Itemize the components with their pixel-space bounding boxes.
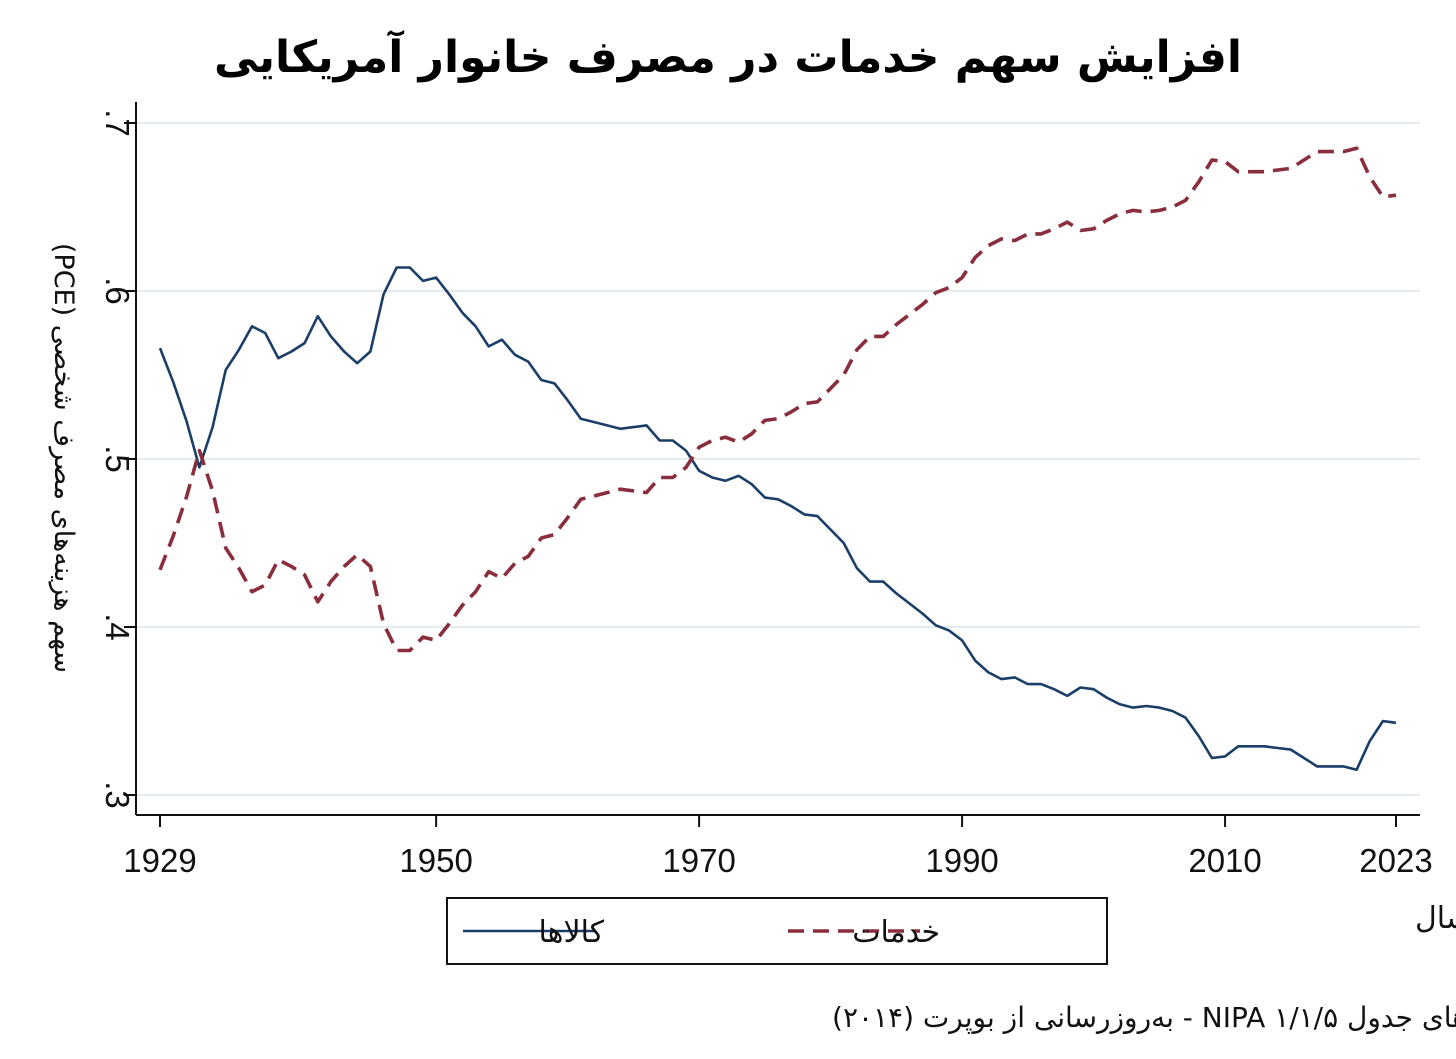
tick-labels: .3 .4 .5 .6 .7 1929 1950 1970 1990 2010 2023 [99,109,1433,879]
x-tick-label: 1929 [123,842,196,879]
axes [124,102,1420,827]
x-tick-label: 2023 [1359,842,1432,879]
y-tick-label: .3 [99,781,136,809]
y-tick-label: .5 [99,445,136,473]
x-tick-label: 1990 [925,842,998,879]
legend-label-goods: کالاها [539,915,605,950]
series-line-services [158,146,1397,653]
x-tick-label: 2010 [1188,842,1261,879]
y-axis-label: سهم هزینه‌های مصرف شخصی (PCE) [48,243,79,673]
series-line-goods [158,266,1397,772]
legend: کالاها خدمات [446,897,1108,965]
x-tick-label: 1950 [399,842,472,879]
gridlines [136,122,1420,796]
series-lines [158,146,1397,772]
y-tick-label: .6 [99,277,136,305]
y-tick-label: .7 [99,109,136,137]
chart-title: افزایش سهم خدمات در مصرف خانوار آمریکایی [214,29,1242,83]
source-note: داده‌های جدول ۱/۱/۵ NIPA - به‌روزرسانی ا… [832,1001,1456,1034]
x-axis-label: سال [1415,901,1456,936]
legend-label-services: خدمات [852,915,940,950]
y-tick-label: .4 [99,613,136,641]
x-tick-label: 1970 [662,842,735,879]
